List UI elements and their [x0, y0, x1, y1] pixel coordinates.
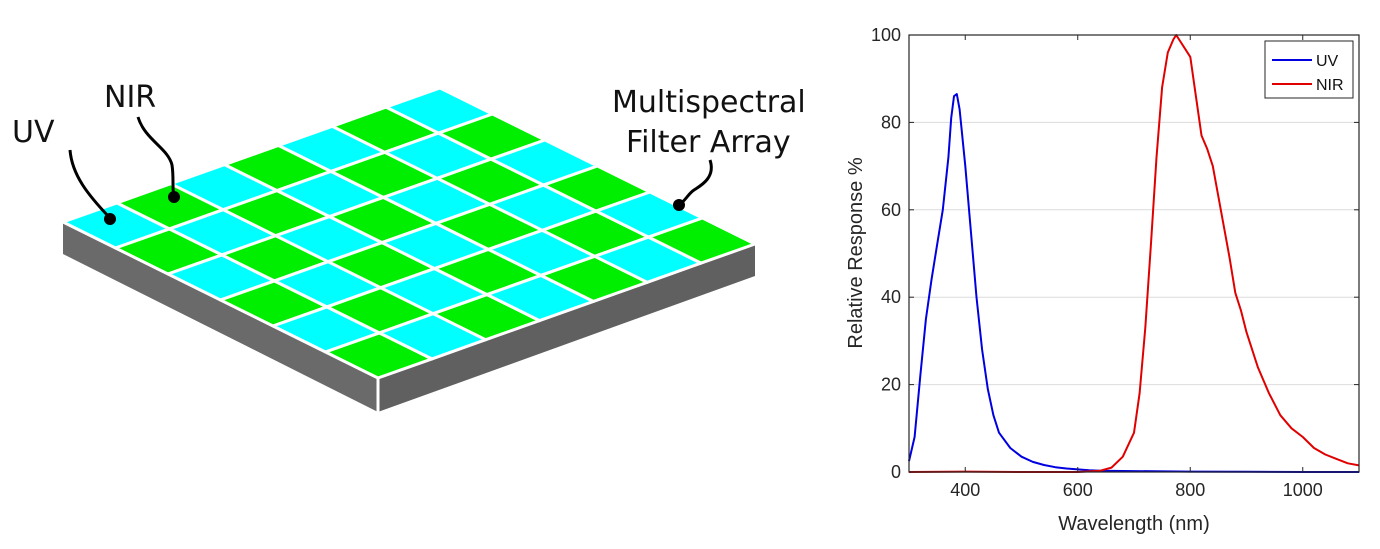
y-tick-label: 100: [871, 25, 901, 45]
array-side-right: [378, 244, 755, 412]
x-tick-label: 400: [950, 480, 980, 500]
nir-callout: NIR: [104, 80, 180, 203]
uv-leader-dot: [104, 213, 116, 225]
y-tick-label: 60: [881, 200, 901, 220]
nir-filter-tile: [647, 216, 757, 265]
y-tick-label: 20: [881, 375, 901, 395]
array-leader-dot: [673, 199, 685, 211]
nir-label: NIR: [104, 80, 156, 115]
nir-series-line: [908, 34, 1360, 473]
plot-area: [909, 35, 1359, 472]
y-tick-label: 0: [891, 462, 901, 482]
chart-legend: UV NIR: [1264, 40, 1354, 99]
array-callout: Multispectral Filter Array: [612, 85, 806, 211]
filter-tiles: [61, 86, 757, 380]
array-label-line2: Filter Array: [626, 125, 791, 160]
uv-callout: UV: [12, 115, 116, 225]
spectral-response-chart: 0 20 40 60 80 100 400 600 800 1000 Wavelength (nm…: [845, 25, 1360, 535]
x-tick-label: 600: [1063, 480, 1093, 500]
uv-leader-line: [68, 149, 112, 220]
y-tick-label: 40: [881, 287, 901, 307]
axis-ticks: 0 20 40 60 80 100 400 600 800 1000: [871, 25, 1359, 500]
plot-frame: [908, 34, 1360, 473]
y-axis-title: Relative Response %: [845, 157, 867, 348]
array-side-left: [63, 222, 378, 412]
array-label-line1: Multispectral: [612, 85, 806, 120]
filter-array-diagram: UV NIR Multispectral Filter Array: [12, 80, 806, 412]
legend-nir-label: NIR: [1316, 77, 1344, 94]
x-tick-label: 1000: [1283, 480, 1323, 500]
legend-box: [1264, 40, 1354, 99]
nir-leader-line: [136, 116, 176, 197]
uv-label: UV: [12, 115, 55, 150]
array-leader-line: [679, 159, 713, 206]
legend-uv-label: UV: [1316, 53, 1339, 70]
series-lines: [908, 34, 1360, 473]
nir-leader-dot: [168, 191, 180, 203]
x-tick-label: 800: [1175, 480, 1205, 500]
x-axis-title: Wavelength (nm): [1058, 513, 1210, 535]
gridlines: [909, 121, 1359, 386]
y-tick-label: 80: [881, 112, 901, 132]
